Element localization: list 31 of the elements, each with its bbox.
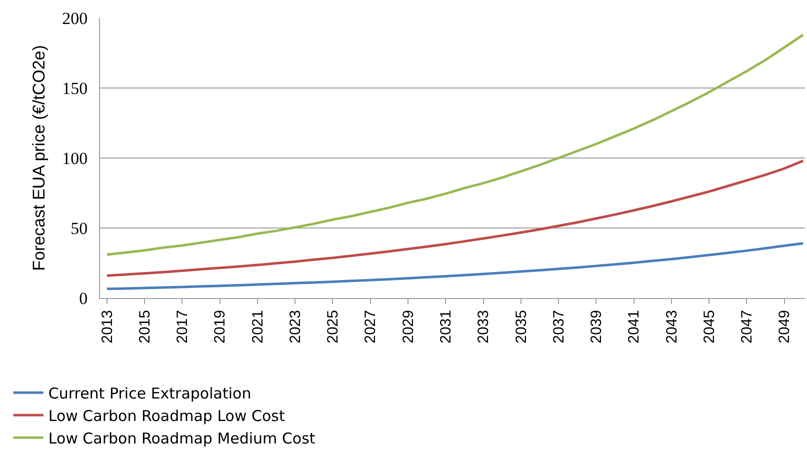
x-tick-label: 2015	[136, 310, 154, 344]
y-tick-label: 0	[79, 288, 88, 308]
line-series	[106, 34, 804, 256]
x-tick-label: 2043	[663, 310, 680, 344]
legend-label: Low Carbon Roadmap Low Cost	[48, 407, 285, 425]
y-tick-label: 200	[62, 8, 88, 28]
y-tick-label: 100	[62, 148, 88, 168]
x-tick-label: 2023	[286, 310, 304, 344]
x-tick-label: 2033	[475, 310, 492, 344]
x-tick-label: 2045	[700, 310, 718, 344]
y-tick-label: 50	[70, 218, 88, 238]
x-tick-label: 2027	[362, 310, 380, 344]
x-tick-label: 2019	[212, 310, 229, 344]
y-axis-title: Forecast EUA price (€/tCO2e)	[30, 45, 49, 271]
x-tick-label: 2029	[400, 310, 417, 344]
x-tick-label: 2041	[626, 310, 643, 344]
line-series	[106, 242, 804, 290]
legend-label: Low Carbon Roadmap Medium Cost	[48, 430, 316, 448]
x-tick-label: 2017	[174, 310, 192, 344]
x-tick-label: 2037	[550, 310, 568, 344]
legend-label: Current Price Extrapolation	[48, 384, 252, 402]
x-tick-label: 2035	[512, 310, 530, 344]
x-tick-label: 2031	[438, 310, 455, 344]
line-series	[106, 160, 804, 277]
x-tick-label: 2049	[776, 310, 794, 344]
x-tick-label: 2013	[98, 310, 116, 344]
x-tick-label: 2025	[324, 310, 342, 344]
x-tick-label: 2047	[738, 310, 756, 344]
x-tick-label: 2039	[588, 310, 606, 344]
y-tick-label: 150	[62, 78, 88, 98]
x-tick-label: 2021	[249, 310, 266, 344]
